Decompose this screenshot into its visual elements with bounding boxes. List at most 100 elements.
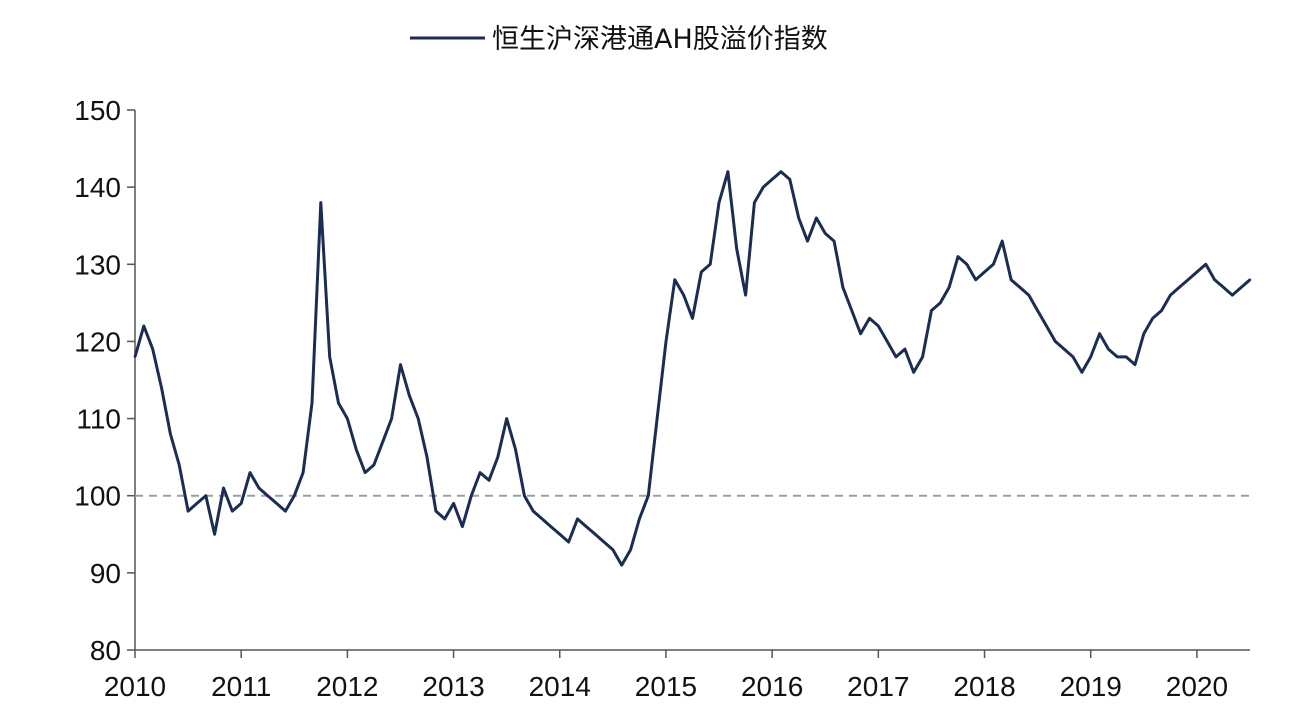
series-line [133,170,1251,567]
data-point [620,563,623,567]
data-point [912,371,915,374]
data-point [372,463,376,467]
data-point [903,347,907,351]
data-point [726,170,730,173]
data-point [700,270,703,274]
data-point [310,401,314,405]
data-point [257,486,261,490]
data-point [1098,332,1101,335]
data-point [1169,293,1172,297]
data-point [549,525,553,528]
data-point [788,178,791,181]
data-point [514,448,517,451]
data-point [815,216,818,220]
y-tick-label: 130 [74,249,121,280]
data-point [1045,324,1048,328]
data-point [1151,317,1154,320]
data-point [841,286,845,289]
data-point [142,324,145,328]
data-point [390,417,393,420]
data-point [363,471,367,474]
data-point [169,432,172,436]
x-tick-label: 2013 [422,671,484,702]
data-point [434,509,438,513]
data-point [461,525,464,528]
data-point [1080,371,1084,374]
data-point [894,355,898,359]
data-point [735,247,738,251]
data-point [452,502,455,505]
data-point [965,263,968,266]
x-tick-label: 2014 [529,671,591,702]
data-point [478,471,482,474]
data-point [1142,332,1146,335]
data-point [151,347,154,351]
data-point [602,540,606,544]
data-point [443,517,446,521]
data-point [594,533,597,536]
data-point [868,317,871,320]
data-point [417,417,420,420]
y-tick-label: 140 [74,172,121,203]
data-point [1116,355,1119,359]
data-point [762,185,765,189]
data-point [213,533,216,536]
data-point [744,293,747,297]
data-point [939,301,942,305]
data-point [133,355,137,359]
data-point [195,502,199,505]
data-point [293,494,296,497]
x-tick-label: 2015 [635,671,697,702]
data-point [956,255,960,258]
data-point [178,463,181,467]
data-point [1027,293,1031,297]
data-point [1124,355,1128,359]
data-point [275,502,278,505]
x-tick-label: 2019 [1060,671,1122,702]
data-point [346,417,349,420]
data-point [983,270,986,274]
data-point [886,340,889,343]
data-point [505,417,508,420]
data-point [806,239,809,243]
data-point [337,401,340,405]
y-tick-labels: 80 90 100 110 120 130 140 150 [74,95,121,666]
y-tick-label: 80 [90,635,121,666]
data-point [585,525,588,528]
data-point [974,278,977,281]
data-point [399,363,402,366]
data-point [709,263,712,266]
x-tick-label: 2020 [1166,671,1228,702]
data-point [1231,293,1234,297]
data-point [1107,347,1110,351]
data-point [930,309,933,312]
data-point [717,201,721,204]
x-tick-label: 2010 [104,671,166,702]
y-tick-label: 150 [74,95,121,126]
y-tick-label: 90 [90,558,121,589]
x-tick-label: 2011 [211,671,271,702]
data-point [753,201,756,204]
data-point [770,178,774,181]
data-point [523,494,526,497]
data-point [558,533,561,536]
data-point [186,509,190,513]
data-point [240,502,243,505]
data-point [1222,286,1225,289]
data-point [1133,363,1137,366]
data-point [947,286,951,289]
data-point [160,386,163,389]
x-tick-label: 2016 [741,671,803,702]
data-point [567,540,570,544]
y-tick-label: 100 [74,481,121,512]
data-point [611,548,615,551]
data-point [779,170,783,173]
data-point [1036,309,1039,312]
data-point [222,486,225,490]
x-tick-label: 2012 [316,671,378,702]
data-point [381,440,384,443]
data-point [850,309,853,312]
legend: 恒生沪深港通AH股溢价指数 [410,24,828,55]
data-point [824,232,827,235]
data-point [691,317,694,320]
